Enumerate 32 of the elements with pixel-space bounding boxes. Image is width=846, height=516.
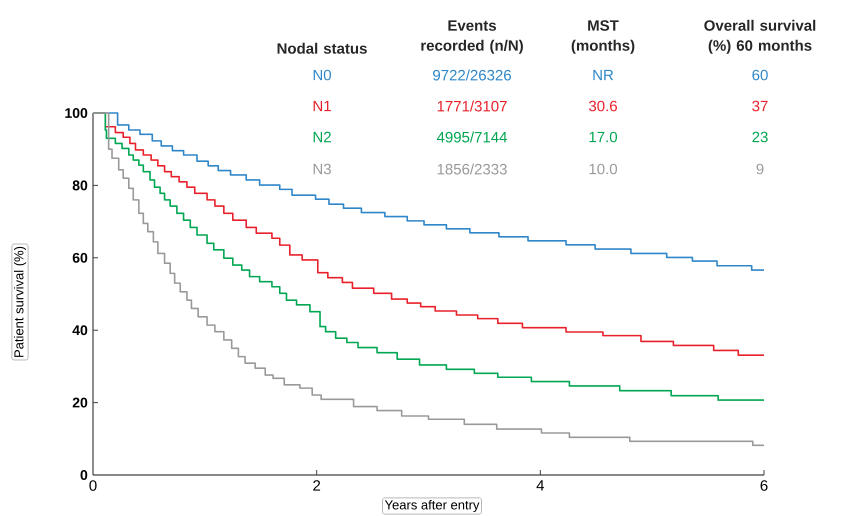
x-tick-label: 4 — [536, 480, 544, 491]
annotation: 10.0 — [590, 164, 618, 174]
text: 30.6 — [588, 100, 617, 112]
text: N1 — [314, 100, 331, 112]
annotation: 23 — [752, 132, 768, 142]
annotation: 4995/7144 — [436, 131, 508, 142]
x-tick-label: 2 — [313, 480, 320, 491]
y-tick-label: 40 — [72, 325, 88, 336]
text: 37 — [752, 100, 768, 112]
annotation: 17.0 — [590, 132, 618, 142]
text: 9722/26326 — [433, 69, 511, 80]
x-axis-title: Years after entry — [384, 500, 480, 512]
text: Overall survival (%) 60 months — [704, 20, 816, 54]
y-tick-label: 0 — [80, 470, 88, 480]
annotation: 1856/2333 — [438, 163, 507, 174]
text: Nodal status — [278, 42, 367, 54]
text: N3 — [314, 164, 331, 174]
x-tick-label: 0 — [89, 480, 97, 491]
text: 60 — [752, 70, 768, 80]
y-tick-label: 60 — [72, 252, 88, 263]
text: NR — [593, 70, 614, 80]
text: Events recorded (n/N) — [421, 20, 523, 54]
text: N0 — [314, 70, 331, 80]
y-tick-label: 20 — [72, 398, 88, 408]
text: N2 — [314, 132, 331, 142]
y-tick-label: 100 — [65, 108, 88, 118]
y-axis-title: Patient survival (%) — [14, 246, 26, 357]
y-tick-label: 80 — [72, 180, 88, 190]
text: MST (months) — [572, 20, 634, 54]
text: 1771/3107 — [438, 100, 507, 112]
x-tick-label: 6 — [760, 480, 768, 491]
annotation: 9 — [756, 164, 764, 174]
